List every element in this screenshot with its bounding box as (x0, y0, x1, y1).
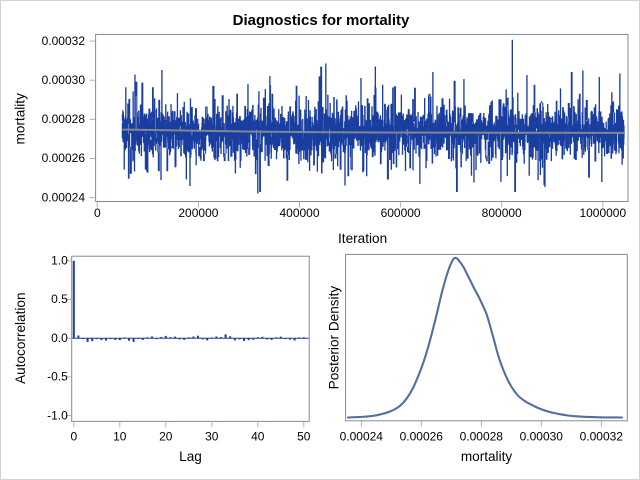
svg-text:50: 50 (297, 430, 311, 444)
svg-text:0: 0 (70, 430, 77, 444)
svg-text:0.00028: 0.00028 (42, 112, 86, 126)
svg-text:10: 10 (113, 430, 127, 444)
svg-text:200000: 200000 (178, 206, 218, 220)
svg-text:Autocorrelation: Autocorrelation (13, 292, 28, 383)
svg-text:Posterior Density: Posterior Density (327, 286, 342, 390)
svg-text:mortality: mortality (13, 93, 28, 145)
svg-text:0.5: 0.5 (51, 292, 68, 306)
svg-text:800000: 800000 (482, 206, 522, 220)
svg-text:40: 40 (251, 430, 265, 444)
svg-text:1.0: 1.0 (51, 254, 68, 268)
svg-text:1000000: 1000000 (579, 206, 626, 220)
svg-text:0.00026: 0.00026 (400, 430, 444, 444)
svg-text:Iteration: Iteration (338, 231, 387, 246)
svg-text:20: 20 (159, 430, 173, 444)
svg-text:600000: 600000 (381, 206, 421, 220)
svg-text:Diagnostics for mortality: Diagnostics for mortality (233, 12, 410, 29)
svg-text:-1.0: -1.0 (47, 408, 68, 422)
svg-text:0: 0 (94, 206, 101, 220)
svg-text:0.00032: 0.00032 (580, 430, 624, 444)
svg-text:0.0: 0.0 (51, 331, 68, 345)
svg-text:0.00024: 0.00024 (340, 430, 384, 444)
svg-text:0.00024: 0.00024 (42, 190, 86, 204)
svg-text:400000: 400000 (279, 206, 319, 220)
svg-text:Lag: Lag (179, 449, 202, 464)
svg-text:30: 30 (205, 430, 219, 444)
svg-text:0.00028: 0.00028 (460, 430, 504, 444)
svg-text:mortality: mortality (461, 449, 513, 464)
svg-text:-0.5: -0.5 (47, 370, 68, 384)
svg-text:0.00026: 0.00026 (42, 151, 86, 165)
svg-text:0.00032: 0.00032 (42, 34, 86, 48)
svg-text:0.00030: 0.00030 (42, 73, 86, 87)
svg-text:0.00030: 0.00030 (520, 430, 564, 444)
